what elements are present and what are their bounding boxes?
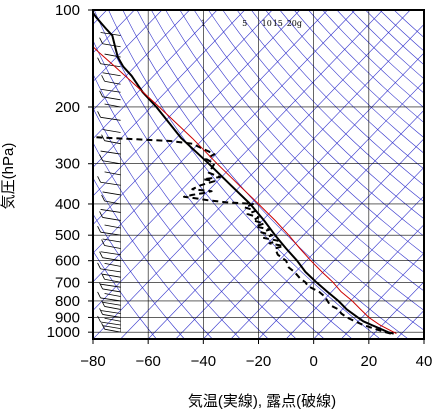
x-tick-label: −60 xyxy=(135,353,160,370)
y-axis-label: 気圧(hPa) xyxy=(0,143,17,210)
y-tick-label: 600 xyxy=(55,253,80,270)
x-tick-label: 40 xyxy=(416,353,433,370)
x-tick-label: 20 xyxy=(360,353,377,370)
y-tick-label: 1000 xyxy=(47,324,80,341)
y-tick-label: 200 xyxy=(55,99,80,116)
mixing-ratio-label: 15 xyxy=(273,19,283,28)
y-tick-label: 800 xyxy=(55,293,80,310)
x-tick-label: −40 xyxy=(191,353,216,370)
x-axis-label: 気温(実線), 露点(破線) xyxy=(188,393,336,410)
mixing-ratio-label: 1 xyxy=(201,19,206,28)
y-tick-label: 400 xyxy=(55,196,80,213)
mixing-ratio-label: 5 xyxy=(242,19,247,28)
x-tick-label: −80 xyxy=(80,353,105,370)
x-tick-label: 0 xyxy=(309,353,317,370)
mixing-ratio-label: 20g xyxy=(287,19,302,28)
y-tick-label: 300 xyxy=(55,156,80,173)
x-tick-label: −20 xyxy=(246,353,271,370)
y-tick-label: 700 xyxy=(55,274,80,291)
mixing-ratio-label: 10 xyxy=(262,19,272,28)
y-tick-label: 500 xyxy=(55,227,80,244)
y-tick-label: 100 xyxy=(55,2,80,19)
